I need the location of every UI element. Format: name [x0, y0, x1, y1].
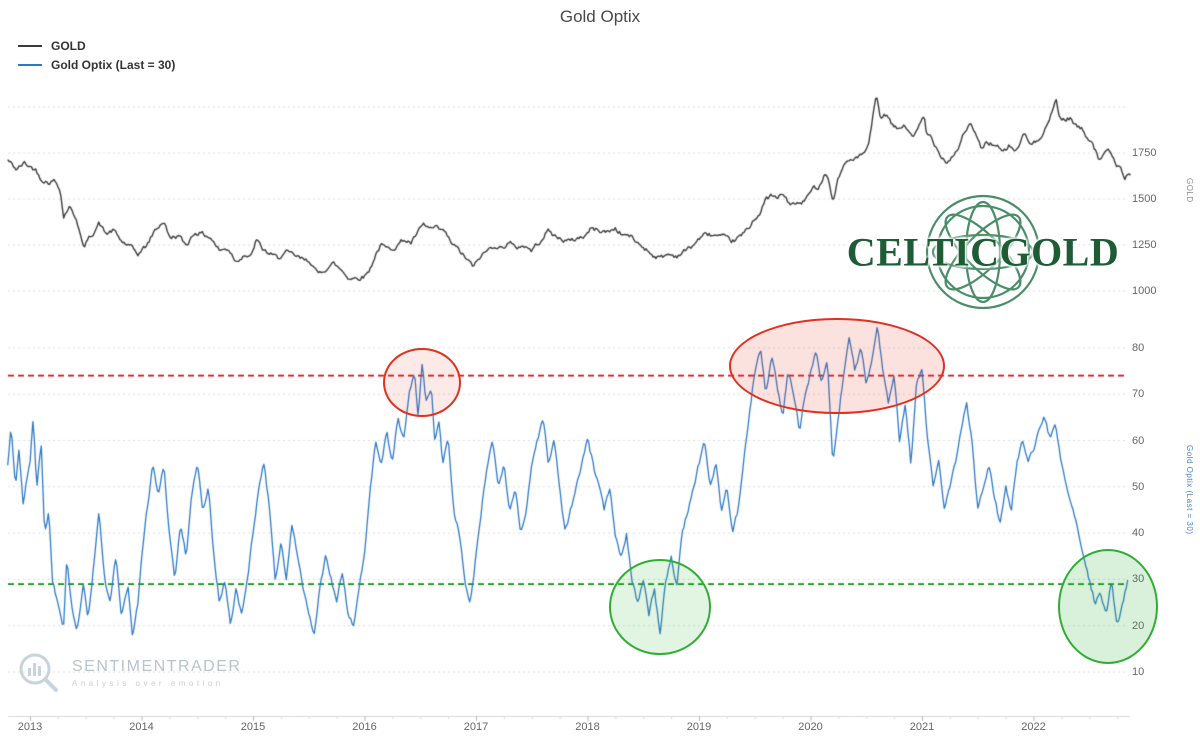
y-axis-label-gold: 1500 — [1132, 193, 1157, 205]
y-axis-label-gold: 1250 — [1132, 239, 1157, 251]
annotation-green-ellipse-2022-low — [1058, 549, 1158, 665]
x-axis-label-year: 2022 — [1021, 721, 1046, 733]
y-axis-label-optix: 50 — [1132, 480, 1145, 493]
legend-item-optix: Gold Optix (Last = 30) — [18, 55, 175, 74]
annotation-green-ellipse-2018-low — [608, 558, 711, 656]
x-axis-label-year: 2018 — [575, 721, 600, 733]
annotation-red-ellipse-2016-peak — [383, 347, 462, 417]
x-axis-label-year: 2020 — [798, 721, 823, 733]
celtic-knot-icon — [925, 194, 1041, 310]
celticgold-logo: CELTICGOLD — [843, 190, 1123, 314]
legend-label-optix: Gold Optix (Last = 30) — [51, 57, 176, 72]
legend: GOLD Gold Optix (Last = 30) — [18, 36, 175, 74]
sentimentrader-watermark: SENTIMENTRADER Analysis over emotion — [16, 650, 241, 696]
optix-line-swatch — [18, 63, 42, 66]
x-axis-label-year: 2019 — [686, 721, 712, 733]
celticgold-wordmark: CELTICGOLD — [846, 229, 1120, 275]
y-axis-label-optix: 70 — [1132, 388, 1145, 401]
y-axis-label-optix: 10 — [1132, 666, 1145, 678]
y-axis-label-optix: 80 — [1132, 341, 1145, 354]
annotation-red-ellipse-2019-2020-peak — [729, 317, 945, 415]
x-axis-label-year: 2015 — [240, 721, 266, 733]
watermark-tagline: Analysis over emotion — [72, 679, 224, 688]
gold-line-swatch — [18, 44, 42, 47]
watermark-name: SENTIMENTRADER — [72, 658, 242, 675]
x-axis-label-year: 2016 — [352, 721, 377, 733]
magnifier-chart-icon — [19, 653, 58, 692]
x-axis-label-year: 2014 — [129, 721, 154, 733]
x-axis-label-year: 2021 — [909, 721, 935, 733]
y-axis-label-gold: 1000 — [1132, 285, 1157, 297]
legend-item-gold: GOLD — [18, 36, 175, 55]
y-axis-label-gold: 1750 — [1132, 147, 1157, 159]
x-axis-label-year: 2013 — [17, 721, 43, 733]
legend-label-gold: GOLD — [51, 38, 86, 53]
x-axis-label-year: 2017 — [463, 721, 489, 733]
y-axis-label-optix: 60 — [1132, 434, 1145, 447]
y-axis-label-optix: 40 — [1132, 527, 1145, 540]
